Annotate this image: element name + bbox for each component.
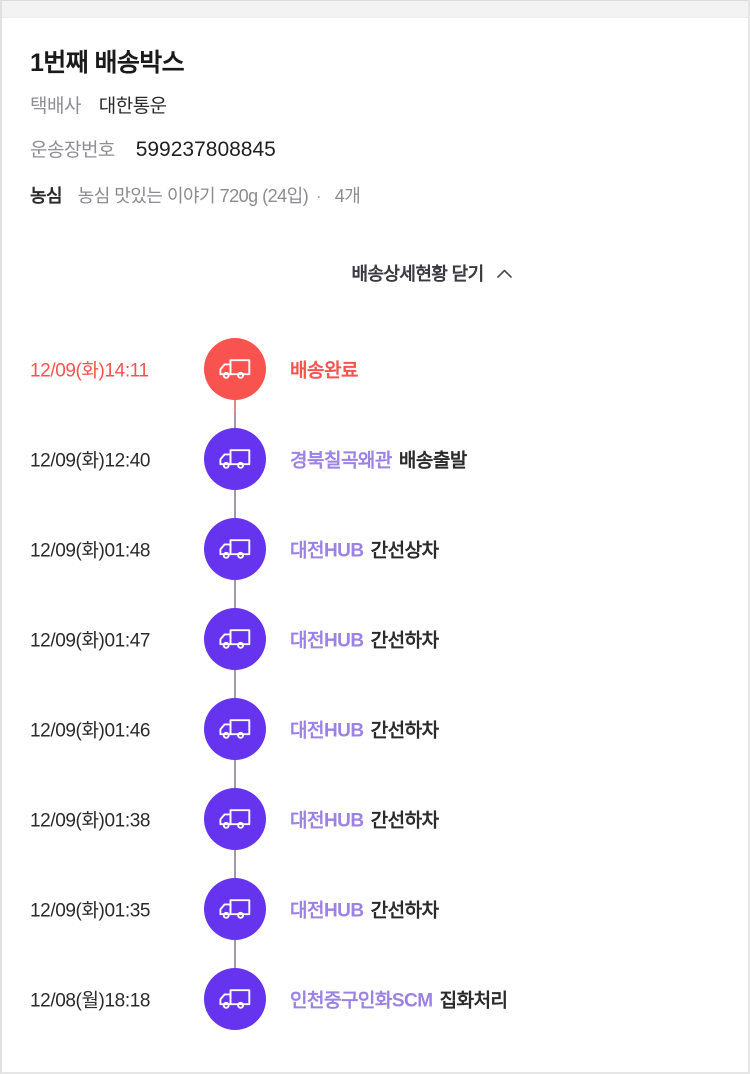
timeline-event-place: 대전HUB <box>290 720 364 742</box>
timeline-event-label: 대전HUB 간선하차 <box>290 716 439 743</box>
toggle-container: 배송상세현황 닫기 <box>30 260 720 286</box>
timeline-event-row: 12/09(화)14:11 배송완료 <box>2 324 748 414</box>
truck-icon <box>204 968 266 1030</box>
carrier-value: 대한통운 <box>98 96 167 117</box>
product-separator: · <box>315 186 322 206</box>
timeline-event-row: 12/09(화)01:46 대전HUB 간선하차 <box>2 684 748 774</box>
truck-icon <box>204 698 266 760</box>
truck-icon <box>204 788 266 850</box>
timeline-event-label: 배송완료 <box>290 356 358 383</box>
carrier-row: 택배사 대한통운 <box>30 95 720 119</box>
product-row[interactable]: 농심 농심 맛있는 이야기 720g (24입) · 4개 <box>30 182 720 208</box>
timeline-event-place: 인천중구인화SCM <box>290 990 433 1012</box>
product-name: 농심 맛있는 이야기 720g (24입) <box>77 186 309 206</box>
delivery-box-header: 1번째 배송박스 택배사 대한통운 운송장번호 599237808845 농심 … <box>2 18 748 286</box>
timeline-event-action: 배송출발 <box>398 450 467 472</box>
timeline-event-label: 경북칠곡왜관 배송출발 <box>290 446 467 473</box>
timeline-event-time: 12/09(화)01:47 <box>30 630 151 652</box>
timeline-event-time: 12/09(화)01:48 <box>30 540 151 562</box>
timeline-event-place: 대전HUB <box>290 540 364 562</box>
timeline-event-action: 간선하차 <box>370 720 439 742</box>
timeline-event-row: 12/08(월)18:18 인천중구인화SCM 집화처리 <box>2 954 748 1044</box>
timeline-event-time: 12/09(화)01:46 <box>30 720 151 742</box>
product-brand: 농심 <box>30 186 63 206</box>
timeline-event-time: 12/08(월)18:18 <box>30 990 151 1012</box>
top-gray-strip <box>2 0 748 18</box>
timeline-event-action: 배송완료 <box>290 360 358 382</box>
page-title: 1번째 배송박스 <box>30 49 185 77</box>
timeline-event-action: 간선하차 <box>370 900 439 922</box>
timeline-event-time: 12/09(화)01:35 <box>30 900 151 922</box>
tracking-number-label: 운송장번호 <box>30 139 115 161</box>
timeline-event-time: 12/09(화)12:40 <box>30 450 151 472</box>
truck-icon <box>204 338 266 400</box>
delivery-timeline: 12/09(화)14:11 배송완료 12/09(화)12:40 경북칠곡왜관 배송… <box>2 324 748 1044</box>
timeline-event-label: 인천중구인화SCM 집화처리 <box>290 986 508 1013</box>
tracking-number-value[interactable]: 599237808845 <box>135 137 276 161</box>
timeline-event-label: 대전HUB 간선하차 <box>290 896 439 923</box>
tracking-number-row: 운송장번호 599237808845 <box>30 137 720 163</box>
truck-icon <box>204 518 266 580</box>
timeline-event-place: 경북칠곡왜관 <box>290 450 392 472</box>
timeline-event-action: 집화처리 <box>439 990 508 1012</box>
collapse-detail-label: 배송상세현황 닫기 <box>351 264 485 284</box>
timeline-event-action: 간선상차 <box>370 540 439 562</box>
truck-icon <box>204 428 266 490</box>
timeline-event-action: 간선하차 <box>370 630 439 652</box>
timeline-event-row: 12/09(화)01:47 대전HUB 간선하차 <box>2 594 748 684</box>
timeline-event-action: 간선하차 <box>370 810 439 832</box>
timeline-event-label: 대전HUB 간선하차 <box>290 806 439 833</box>
carrier-label: 택배사 <box>30 96 81 117</box>
timeline-event-place: 대전HUB <box>290 630 364 652</box>
chevron-up-icon <box>497 269 512 278</box>
timeline-event-row: 12/09(화)12:40 경북칠곡왜관 배송출발 <box>2 414 748 504</box>
timeline-event-row: 12/09(화)01:48 대전HUB 간선상차 <box>2 504 748 594</box>
timeline-event-time: 12/09(화)14:11 <box>30 360 149 382</box>
timeline-event-label: 대전HUB 간선상차 <box>290 536 439 563</box>
timeline-event-place: 대전HUB <box>290 900 364 922</box>
truck-icon <box>204 608 266 670</box>
timeline-event-place: 대전HUB <box>290 810 364 832</box>
truck-icon <box>204 878 266 940</box>
product-quantity: 4개 <box>334 186 361 206</box>
timeline-event-row: 12/09(화)01:38 대전HUB 간선하차 <box>2 774 748 864</box>
timeline-event-time: 12/09(화)01:38 <box>30 810 151 832</box>
timeline-event-label: 대전HUB 간선하차 <box>290 626 439 653</box>
timeline-event-row: 12/09(화)01:35 대전HUB 간선하차 <box>2 864 748 954</box>
collapse-detail-button[interactable]: 배송상세현황 닫기 <box>352 260 513 286</box>
